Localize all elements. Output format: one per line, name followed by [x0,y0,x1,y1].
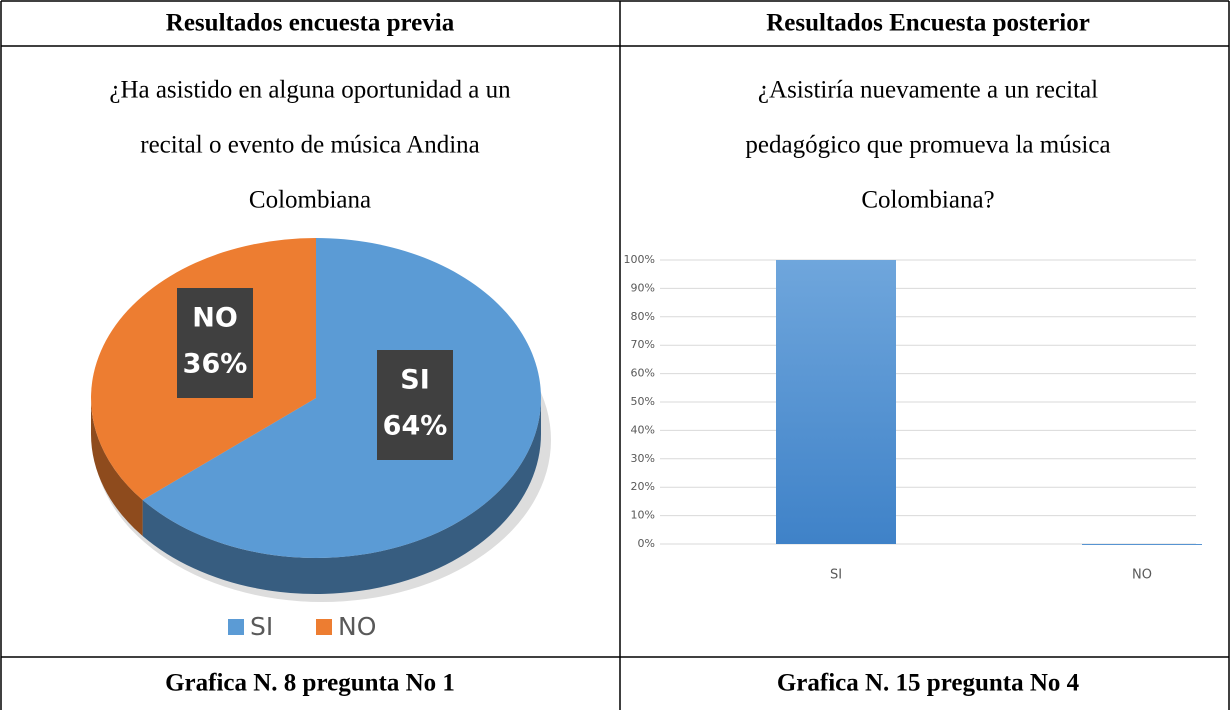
column-header: Resultados encuesta previa [166,10,455,37]
y-tick-label: 100% [624,253,655,266]
y-tick-label: 30% [631,452,655,465]
y-tick-label: 10% [631,509,655,522]
question-line: ¿Ha asistido en alguna oportunidad a un [109,77,511,104]
caption: Grafica N. 8 pregunta No 1 [165,670,455,697]
pie-side [91,398,143,536]
pie-slice [142,238,542,558]
pie-side [142,398,541,594]
y-tick-label: 60% [631,367,655,380]
data-label: SI [400,365,430,396]
y-tick-label: 70% [631,338,655,351]
column-header: Resultados Encuesta posterior [766,10,1090,37]
legend-label: SI [250,612,273,641]
legend-swatch [228,619,244,635]
data-label-box [177,288,253,398]
y-tick-label: 50% [631,395,655,408]
question-line: pedagógico que promueva la música [745,132,1110,159]
caption: Grafica N. 15 pregunta No 4 [777,670,1080,697]
y-tick-label: 0% [638,537,655,550]
bar [1082,544,1202,545]
bar [776,260,896,544]
data-label: 36% [183,349,248,380]
legend-label: NO [338,612,376,641]
question-line: recital o evento de música Andina [140,132,479,159]
question-line: Colombiana? [861,187,994,214]
y-tick-label: 40% [631,423,655,436]
data-label-box [377,350,453,460]
y-tick-label: 20% [631,480,655,493]
legend-swatch [316,619,332,635]
x-tick-label: NO [1132,568,1152,583]
y-tick-label: 90% [631,281,655,294]
data-label: 64% [383,411,448,442]
x-tick-label: SI [830,568,842,583]
question-line: ¿Asistiría nuevamente a un recital [758,77,1098,104]
y-tick-label: 80% [631,310,655,323]
question-line: Colombiana [249,187,371,214]
data-label: NO [192,303,238,334]
